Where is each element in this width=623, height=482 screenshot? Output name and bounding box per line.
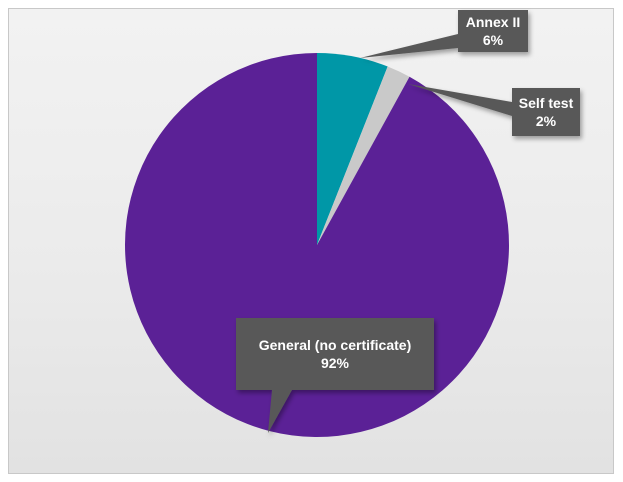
callout-pointer bbox=[360, 34, 458, 58]
data-label-category: General (no certificate) bbox=[259, 337, 412, 353]
callout-box bbox=[512, 88, 580, 136]
callout-general-no-certificate: General (no certificate) 92% bbox=[236, 318, 434, 433]
callout-box bbox=[236, 318, 434, 390]
callout-self-test: Self test 2% bbox=[408, 84, 580, 136]
data-label-value: 2% bbox=[536, 113, 557, 129]
pie-slice-self-test bbox=[317, 66, 410, 245]
data-label-value: 92% bbox=[321, 355, 350, 371]
callout-pointer bbox=[268, 390, 292, 433]
data-label-category: Annex II bbox=[466, 14, 520, 30]
callout-box bbox=[458, 10, 528, 52]
callout-annex-ii: Annex II 6% bbox=[360, 10, 528, 58]
callout-pointer bbox=[408, 84, 512, 116]
data-label-callouts: Annex II 6% Self test 2% General (no certifi… bbox=[236, 10, 580, 433]
data-label-category: Self test bbox=[519, 95, 574, 111]
pie-slice-annex-ii bbox=[317, 53, 388, 245]
data-label-value: 6% bbox=[483, 32, 504, 48]
